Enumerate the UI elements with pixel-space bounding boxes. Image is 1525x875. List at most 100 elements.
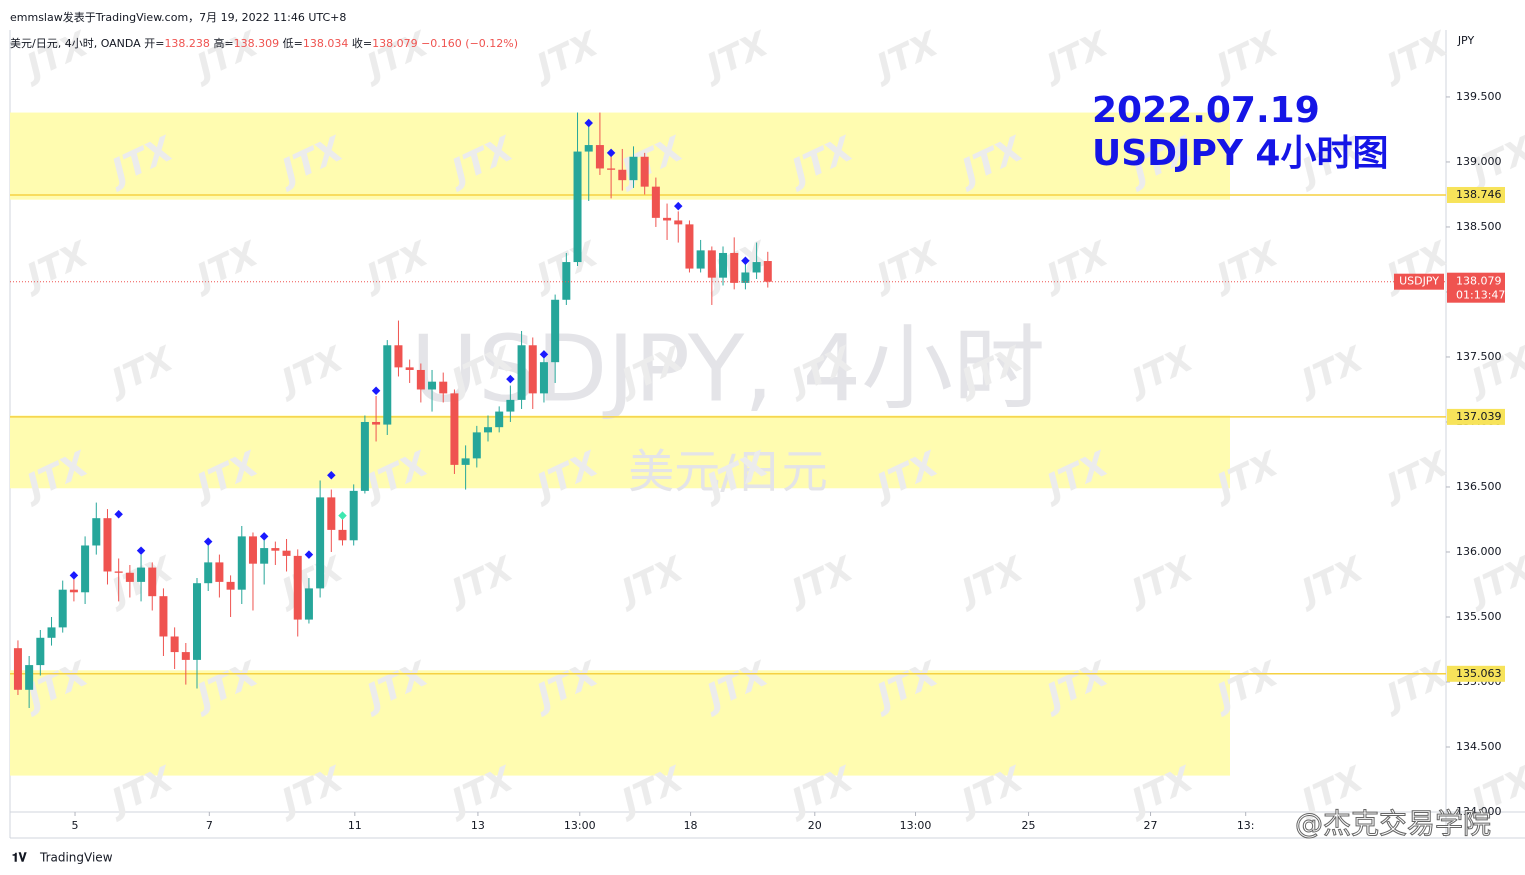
price-tag xyxy=(1447,272,1505,303)
symbol: 美元/日元, 4小时, OANDA xyxy=(10,37,141,50)
candle-body xyxy=(293,555,302,620)
candle-body xyxy=(271,548,280,551)
price-tag-label: 138.079 xyxy=(1456,275,1502,288)
candle-body xyxy=(405,367,414,370)
level-tag xyxy=(1447,665,1505,682)
candle-body xyxy=(595,145,604,169)
candle-body xyxy=(416,369,425,390)
candle-body xyxy=(517,345,526,400)
x-tick-label: 27 xyxy=(1144,819,1158,832)
candle-body xyxy=(607,168,616,170)
candle-body xyxy=(215,562,224,582)
watermark-sub: 美元/日元 xyxy=(628,445,828,499)
low-label: 低= xyxy=(282,37,303,50)
candle-body xyxy=(69,589,78,593)
signal-marker xyxy=(304,550,314,559)
candle-body xyxy=(562,262,571,300)
x-tick-label: 7 xyxy=(206,819,213,832)
title: 2022.07.19 xyxy=(1092,90,1320,131)
candle-body xyxy=(338,529,347,541)
open-value: 138.238 xyxy=(164,37,210,50)
symbol-tag-label: USDJPY xyxy=(1399,275,1439,288)
candle-body xyxy=(237,536,246,590)
x-tick-label: 13:00 xyxy=(564,819,596,832)
zone xyxy=(10,415,1230,489)
level-label: 138.746 xyxy=(1456,188,1502,201)
candle-body xyxy=(663,217,672,221)
x-tick-label: 5 xyxy=(72,819,79,832)
candle-body xyxy=(125,572,134,582)
candle-body xyxy=(730,252,739,283)
watermark: USDJPY, 4小时 xyxy=(411,315,1045,422)
y-tick-label: 136.000 xyxy=(1456,545,1502,558)
candle-body xyxy=(483,427,492,433)
y-tick-label: 134.000 xyxy=(1456,805,1502,818)
candle-body xyxy=(539,362,548,394)
candle-body xyxy=(13,648,22,690)
candle-body xyxy=(674,220,683,225)
candle-body xyxy=(204,562,213,584)
candle-body xyxy=(58,589,67,628)
candle-body xyxy=(304,588,313,620)
signal-marker xyxy=(539,350,549,359)
candle-body xyxy=(282,550,291,556)
candle-body xyxy=(618,169,627,181)
x-tick-label: 13: xyxy=(1237,819,1255,832)
candle-body xyxy=(360,421,369,491)
candle-body xyxy=(629,156,638,181)
x-tick-label: 20 xyxy=(808,819,822,832)
level-tag xyxy=(1447,186,1505,203)
candle-body xyxy=(148,567,157,597)
candle-body xyxy=(428,381,437,390)
legend: 美元/日元, 4小时, OANDA 开=138.238 高=138.309 低=… xyxy=(10,35,518,51)
candle-body xyxy=(707,250,716,278)
candle-body xyxy=(47,627,56,638)
x-tick-label: 18 xyxy=(684,819,698,832)
x-tick-label: 11 xyxy=(348,819,362,832)
candle-body xyxy=(573,151,582,263)
candle-body xyxy=(193,583,202,660)
y-tick-label: 137.500 xyxy=(1456,350,1502,363)
candle-body xyxy=(584,145,593,152)
candle-body xyxy=(506,399,515,412)
candle-body xyxy=(260,548,269,564)
candle-body xyxy=(472,432,481,459)
candle-body xyxy=(719,252,728,278)
y-tick-label: 136.500 xyxy=(1456,480,1502,493)
x-tick-label: 13:00 xyxy=(900,819,932,832)
close-value: 138.079 xyxy=(372,37,418,50)
candle-body xyxy=(696,250,705,269)
x-tick-label: 25 xyxy=(1022,819,1036,832)
y-tick-label: 139.000 xyxy=(1456,155,1502,168)
candle-body xyxy=(685,224,694,269)
signal-marker xyxy=(259,532,269,541)
y-tick-label: 138.500 xyxy=(1456,220,1502,233)
byline: emmslaw发表于TradingView.com，7月 19, 2022 11… xyxy=(10,11,347,24)
candle-body xyxy=(114,571,123,573)
candle-body xyxy=(226,581,235,590)
signal-marker xyxy=(327,471,336,480)
symbol-tag xyxy=(1394,273,1444,290)
signal-marker xyxy=(506,374,515,384)
close-label: 收= xyxy=(351,37,373,50)
candle-body xyxy=(92,518,101,546)
candle-body xyxy=(763,261,772,282)
zone xyxy=(10,112,1230,200)
currency: JPY xyxy=(1457,34,1475,47)
candle-body xyxy=(439,381,448,394)
level-label: 135.063 xyxy=(1456,667,1502,680)
candle-body xyxy=(640,156,649,187)
candle-body xyxy=(741,272,750,283)
candle-body xyxy=(137,567,146,582)
candle-body xyxy=(450,393,459,465)
candle-body xyxy=(383,345,392,425)
low-value: 138.034 xyxy=(302,37,349,50)
open-label: 开= xyxy=(144,37,165,50)
y-tick-label: 134.500 xyxy=(1456,740,1502,753)
credit: @杰克交易学院 xyxy=(1295,807,1491,840)
candle-body xyxy=(461,458,470,465)
candle-body xyxy=(394,345,403,368)
signal-marker xyxy=(741,256,750,266)
